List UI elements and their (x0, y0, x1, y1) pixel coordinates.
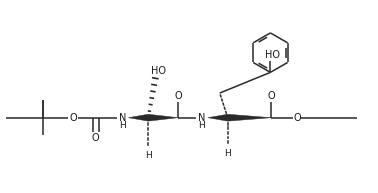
Text: HO: HO (151, 66, 166, 76)
Text: H: H (224, 149, 231, 158)
Text: O: O (293, 113, 301, 123)
Text: H: H (119, 121, 126, 130)
Text: O: O (69, 113, 77, 123)
Polygon shape (228, 114, 271, 121)
Text: H: H (198, 121, 205, 130)
Polygon shape (208, 114, 228, 121)
Text: N: N (119, 113, 126, 123)
Text: O: O (174, 91, 182, 101)
Polygon shape (129, 114, 148, 121)
Text: H: H (145, 151, 152, 160)
Text: HO: HO (265, 50, 280, 60)
Text: O: O (92, 133, 99, 143)
Text: O: O (268, 91, 275, 101)
Text: N: N (198, 113, 206, 123)
Polygon shape (148, 114, 178, 121)
